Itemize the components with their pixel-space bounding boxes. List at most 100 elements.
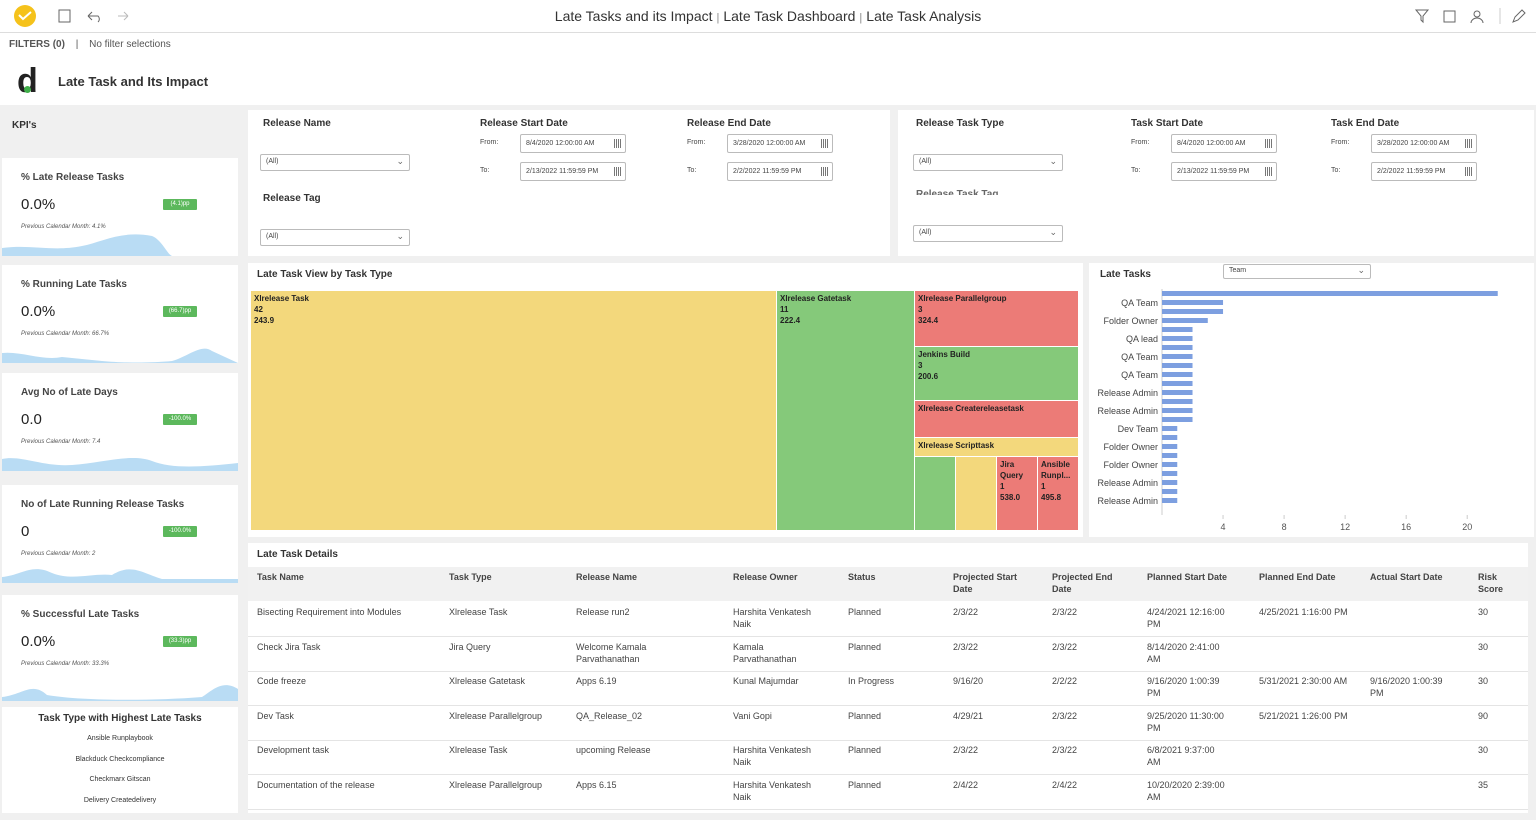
date-input[interactable]: 2/13/2022 11:59:59 PM (520, 162, 626, 181)
kpi-sparkline (2, 685, 238, 701)
table-cell: 4/25/2021 1:16:00 PM (1259, 607, 1348, 617)
table-row (248, 602, 1528, 637)
treemap-cell[interactable]: Jenkins Build 3 200.6 (915, 347, 1078, 400)
table-cell: Vani Gopi (733, 710, 772, 721)
dropdown[interactable]: Team ⌄ (1223, 264, 1371, 279)
dropdown[interactable]: (All) ⌄ (913, 154, 1063, 171)
column-header[interactable]: Status (848, 572, 876, 582)
table-cell: upcoming Release (576, 745, 651, 756)
table-cell: Planned (848, 641, 882, 652)
y-tick-label: Release Admin (1097, 388, 1158, 398)
table-cell: 9/16/20 (953, 676, 984, 687)
table-cell: Development task (257, 745, 330, 756)
sheet-icon[interactable] (58, 9, 71, 23)
edit-icon[interactable] (1512, 9, 1526, 23)
bar (1162, 498, 1178, 503)
kpi-value: 0.0% (21, 633, 56, 650)
calendar-icon (1265, 167, 1273, 176)
bar (1162, 300, 1224, 305)
logo-dot (24, 86, 31, 93)
table-cell: 8/14/2020 2:41:00 AM (1147, 641, 1220, 664)
sparkline-area (2, 569, 238, 583)
x-tick-label: 8 (1282, 522, 1287, 532)
treemap-cell[interactable]: Xlrelease Scripttask (915, 438, 1078, 456)
treemap-cell[interactable]: Xlrelease Gatetask 11 222.4 (777, 291, 914, 530)
treemap-cell[interactable]: Xlrelease Task 42 243.9 (251, 291, 776, 530)
bar-chart: 4 8 12 16 20 QA Team Folder Owner QA lead QA Tea… (1097, 289, 1498, 532)
treemap-count: 42 (254, 305, 263, 314)
column-header[interactable]: Release Name (576, 572, 638, 582)
x-tick-label: 16 (1401, 522, 1411, 532)
treemap-cell[interactable]: Jira Query 1 538.0 (997, 457, 1037, 530)
date-input[interactable]: 8/4/2020 12:00:00 AM (1171, 134, 1277, 153)
date-input[interactable]: 2/2/2022 11:59:59 PM (727, 162, 833, 181)
user-icon[interactable] (1473, 10, 1481, 18)
column-header[interactable]: Actual Start Date (1370, 572, 1443, 582)
kpi-card: % Late Release Tasks 0.0% (4.1)pp Previous … (2, 158, 238, 256)
kpi-sparkline (2, 348, 238, 363)
bar (1162, 471, 1178, 476)
dropdown[interactable]: (All) ⌄ (260, 154, 410, 171)
table-cell: 30 (1478, 641, 1489, 652)
breadcrumb[interactable]: Late Task Dashboard (723, 8, 856, 24)
kpi-sparkline (2, 234, 172, 256)
column-header[interactable]: Risk Score (1478, 572, 1504, 594)
separator: | (859, 12, 863, 24)
column-header[interactable]: Projected Start Date (953, 572, 1018, 594)
kpi-change: (4.1)pp (163, 199, 197, 210)
treemap-count: 11 (780, 305, 789, 314)
bar (1162, 453, 1178, 458)
calendar-icon (821, 167, 829, 176)
filter-label[interactable]: FILTERS (0) (9, 39, 65, 50)
column-header[interactable]: Projected End Date (1052, 572, 1113, 594)
column-header[interactable]: Release Owner (733, 572, 798, 582)
date-input[interactable]: 2/2/2022 11:59:59 PM (1371, 162, 1477, 181)
table-cell: Planned (848, 607, 882, 617)
undo-icon[interactable] (87, 11, 100, 23)
dropdown[interactable]: (All) ⌄ (260, 229, 410, 246)
date-input[interactable]: 2/13/2022 11:59:59 PM (1171, 162, 1277, 181)
redo-icon[interactable] (118, 11, 129, 21)
treemap-cell[interactable] (956, 457, 996, 530)
treemap-cell[interactable] (915, 457, 955, 530)
bar-panel: Late Tasks Team ⌄ 4 8 12 16 20 QA Team Folder Own… (1089, 263, 1534, 537)
treemap-cell[interactable]: Xlrelease Createreleasetask (915, 401, 1078, 437)
task-type-item: Delivery Createdelivery (83, 796, 157, 804)
bar (1162, 480, 1178, 485)
table-cell: Xlrelease Parallelgroup (449, 780, 543, 790)
chart-title: Late Task View by Task Type (257, 269, 393, 280)
breadcrumb[interactable]: Late Tasks and its Impact (554, 8, 713, 24)
bar (1162, 354, 1193, 359)
table-cell: 2/3/22 (1052, 641, 1078, 652)
table-cell: 4/29/21 (953, 710, 984, 721)
table-row (248, 671, 1528, 707)
date-field-label: To: (480, 167, 490, 174)
bar (1162, 435, 1178, 440)
date-input[interactable]: 3/28/2020 12:00:00 AM (1371, 134, 1477, 153)
y-tick-label: QA lead (1126, 334, 1158, 344)
table-cell: Planned (848, 745, 882, 756)
bar (1162, 336, 1193, 341)
table-row (248, 637, 1528, 672)
bar (1162, 489, 1178, 494)
treemap-cell[interactable]: Ansible Runpl... 1 495.8 (1038, 457, 1078, 530)
table-cell: 35 (1478, 780, 1489, 790)
table-cell: Planned (848, 780, 882, 790)
column-header[interactable]: Task Type (449, 572, 492, 582)
treemap-label: Xlrelease Parallelgroup (918, 294, 1007, 303)
dashboard-logo: d (17, 62, 38, 100)
date-range-label: Task Start Date (1131, 118, 1204, 129)
date-input[interactable]: 3/28/2020 12:00:00 AM (727, 134, 833, 153)
kpi-previous: Previous Calendar Month: 4.1% (21, 224, 106, 230)
filter-icon[interactable] (1414, 9, 1430, 24)
table-cell: 6/8/2021 9:37:00 AM (1147, 745, 1215, 768)
treemap-cell[interactable]: Xlrelease Parallelgroup 3 324.4 (915, 291, 1078, 346)
breadcrumb[interactable]: Late Task Analysis (866, 8, 982, 24)
share-icon[interactable] (1443, 10, 1456, 23)
column-header[interactable]: Planned Start Date (1147, 572, 1228, 582)
dropdown[interactable]: (All) ⌄ (913, 225, 1063, 242)
column-header[interactable]: Task Name (257, 572, 304, 582)
column-header[interactable]: Planned End Date (1259, 572, 1336, 582)
date-input[interactable]: 8/4/2020 12:00:00 AM (520, 134, 626, 153)
